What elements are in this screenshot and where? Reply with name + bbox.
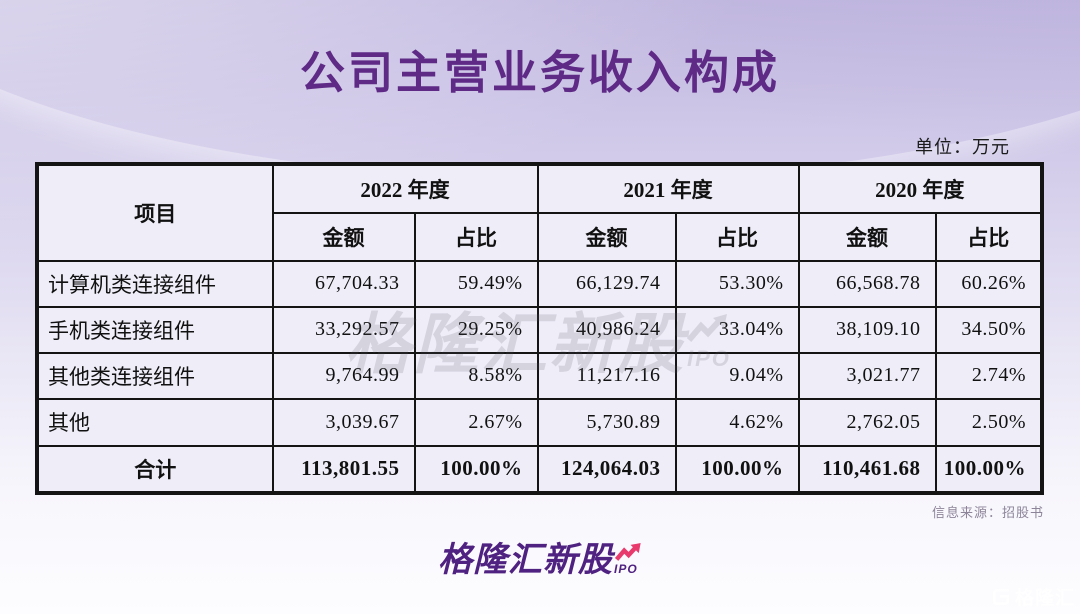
row-item-label: 手机类连接组件 <box>36 305 274 354</box>
total-ratio: 100.00% <box>674 444 800 494</box>
cell-amount: 3,039.67 <box>271 397 416 447</box>
footer-logo: 格隆汇新股 IPO <box>438 543 642 577</box>
cell-ratio: 34.50% <box>934 305 1043 354</box>
cell-ratio: 2.74% <box>934 351 1043 400</box>
cell-ratio: 4.62% <box>674 397 800 447</box>
row-item-label: 其他 <box>36 397 274 447</box>
table-row: 手机类连接组件 33,292.57 29.25% 40,986.24 33.04… <box>36 305 1043 354</box>
table-row: 计算机类连接组件 67,704.33 59.49% 66,129.74 53.3… <box>36 259 1043 308</box>
page-title: 公司主营业务收入构成 <box>299 48 780 98</box>
total-amount: 110,461.68 <box>797 444 937 494</box>
source-label: 信息来源：招股书 <box>931 505 1044 520</box>
header-ratio-2021: 占比 <box>674 211 800 262</box>
cell-ratio: 33.04% <box>674 305 800 354</box>
total-ratio: 100.00% <box>413 444 539 494</box>
cell-ratio: 59.49% <box>413 259 539 308</box>
corner-watermark: 格隆汇 <box>991 583 1075 610</box>
total-ratio: 100.00% <box>934 444 1043 494</box>
glh-logo-icon <box>992 588 1009 605</box>
header-amount-2021: 金额 <box>536 211 677 262</box>
footer-arrow-icon <box>614 543 641 561</box>
cell-ratio: 2.50% <box>934 397 1043 447</box>
header-year-2021: 2021 年度 <box>536 163 800 214</box>
unit-label: 单位：万元 <box>915 137 1010 157</box>
header-amount-2020: 金额 <box>797 211 937 262</box>
row-item-label: 其他类连接组件 <box>36 351 274 400</box>
header-item: 项目 <box>36 163 274 262</box>
table-header-subcolumns: 金额 占比 金额 占比 金额 占比 <box>38 211 1043 262</box>
cell-ratio: 8.58% <box>413 351 539 400</box>
total-label: 合计 <box>36 444 274 494</box>
header-ratio-2020: 占比 <box>934 211 1043 262</box>
cell-ratio: 60.26% <box>934 259 1043 308</box>
table-header-years: 项目 2022 年度 2021 年度 2020 年度 <box>36 163 1043 262</box>
cell-amount: 5,730.89 <box>536 397 677 447</box>
table-row: 其他类连接组件 9,764.99 8.58% 11,217.16 9.04% 3… <box>36 351 1043 400</box>
cell-amount: 2,762.05 <box>797 397 937 447</box>
row-item-label: 计算机类连接组件 <box>36 259 274 308</box>
table-row: 其他 3,039.67 2.67% 5,730.89 4.62% 2,762.0… <box>36 397 1043 447</box>
total-amount: 113,801.55 <box>271 444 416 494</box>
total-amount: 124,064.03 <box>536 444 677 494</box>
cell-amount: 33,292.57 <box>271 305 416 354</box>
cell-amount: 11,217.16 <box>536 351 677 400</box>
revenue-table: 项目 2022 年度 2021 年度 2020 年度 金额 占比 金额 占比 金… <box>35 162 1044 495</box>
footer-logo-text: 格隆汇新股 <box>438 541 613 579</box>
cell-amount: 3,021.77 <box>797 351 937 400</box>
corner-watermark-text: 格隆汇 <box>1014 588 1075 609</box>
cell-ratio: 2.67% <box>413 397 539 447</box>
cell-ratio: 29.25% <box>413 305 539 354</box>
cell-amount: 66,568.78 <box>797 259 937 308</box>
cell-ratio: 53.30% <box>674 259 800 308</box>
cell-amount: 67,704.33 <box>271 259 416 308</box>
header-year-2020: 2020 年度 <box>797 163 1043 214</box>
cell-amount: 40,986.24 <box>536 305 677 354</box>
header-year-2022: 2022 年度 <box>271 163 539 214</box>
cell-amount: 9,764.99 <box>271 351 416 400</box>
footer-logo-ipo: IPO <box>614 562 638 576</box>
cell-ratio: 9.04% <box>674 351 800 400</box>
header-amount-2022: 金额 <box>271 211 416 262</box>
cell-amount: 38,109.10 <box>797 305 937 354</box>
cell-amount: 66,129.74 <box>536 259 677 308</box>
table-total-row: 合计 113,801.55 100.00% 124,064.03 100.00%… <box>36 444 1043 494</box>
header-ratio-2022: 占比 <box>413 211 539 262</box>
